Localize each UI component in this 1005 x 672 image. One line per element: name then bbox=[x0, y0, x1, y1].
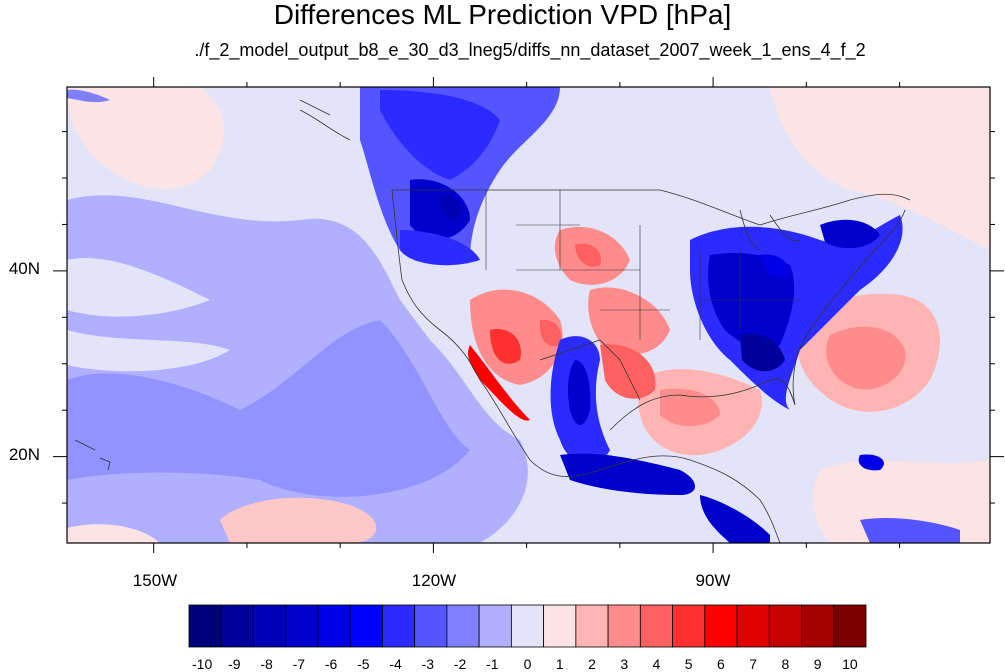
colorbar: -10 -9 -8 -7 -6 -5 -4 -3 -2 -1 0 1 2 3 4 5 6 7 8 9 10 bbox=[188, 604, 867, 672]
colorbar-label: -5 bbox=[357, 656, 370, 672]
colorbar-swatch bbox=[672, 604, 706, 648]
colorbar-swatch bbox=[478, 604, 512, 648]
colorbar-label: 10 bbox=[842, 656, 858, 672]
colorbar-label: 3 bbox=[620, 656, 628, 672]
colorbar-label: 2 bbox=[588, 656, 596, 672]
colorbar-label: -2 bbox=[454, 656, 467, 672]
colorbar-label: -10 bbox=[192, 656, 212, 672]
lon-label-90w: 90W bbox=[696, 571, 731, 590]
colorbar-swatch bbox=[349, 604, 383, 648]
colorbar-label: 8 bbox=[782, 656, 790, 672]
colorbar-label: -3 bbox=[422, 656, 435, 672]
colorbar-swatch bbox=[801, 604, 835, 648]
colorbar-swatch bbox=[607, 604, 641, 648]
colorbar-label: -4 bbox=[389, 656, 402, 672]
vpd-difference-field bbox=[67, 87, 990, 543]
colorbar-label: 6 bbox=[717, 656, 725, 672]
colorbar-swatch bbox=[639, 604, 673, 648]
colorbar-swatch bbox=[510, 604, 545, 648]
colorbar-swatch bbox=[446, 604, 480, 648]
colorbar-swatch bbox=[833, 604, 867, 648]
colorbar-swatch bbox=[317, 604, 351, 648]
colorbar-swatch bbox=[382, 604, 416, 648]
lon-label-120w: 120W bbox=[412, 571, 456, 590]
colorbar-label: 0 bbox=[524, 656, 532, 672]
colorbar-swatch bbox=[188, 604, 222, 648]
colorbar-label: -9 bbox=[228, 656, 241, 672]
lat-label-40n: 40N bbox=[9, 259, 40, 278]
lat-label-20n: 20N bbox=[9, 445, 40, 464]
colorbar-swatch bbox=[220, 604, 254, 648]
colorbar-label: 4 bbox=[653, 656, 661, 672]
map-subtitle: ./f_2_model_output_b8_e_30_d3_lneg5/diff… bbox=[194, 40, 866, 60]
colorbar-swatch bbox=[543, 604, 577, 648]
colorbar-swatch bbox=[575, 604, 609, 648]
colorbar-swatch bbox=[768, 604, 802, 648]
colorbar-label: 7 bbox=[749, 656, 757, 672]
colorbar-label: -8 bbox=[260, 656, 273, 672]
colorbar-label: -1 bbox=[486, 656, 499, 672]
map-title: Differences ML Prediction VPD [hPa] bbox=[273, 0, 732, 30]
colorbar-label: 1 bbox=[556, 656, 564, 672]
colorbar-label: 9 bbox=[814, 656, 822, 672]
colorbar-swatch bbox=[414, 604, 448, 648]
colorbar-swatch bbox=[736, 604, 770, 648]
colorbar-swatch bbox=[253, 604, 287, 648]
colorbar-label: -6 bbox=[325, 656, 338, 672]
colorbar-swatch bbox=[704, 604, 738, 648]
colorbar-swatch bbox=[285, 604, 319, 648]
lon-label-150w: 150W bbox=[133, 571, 177, 590]
plot-frame bbox=[66, 86, 991, 544]
colorbar-label: -7 bbox=[293, 656, 306, 672]
colorbar-label: 5 bbox=[685, 656, 693, 672]
coastlines-and-borders bbox=[74, 99, 911, 543]
